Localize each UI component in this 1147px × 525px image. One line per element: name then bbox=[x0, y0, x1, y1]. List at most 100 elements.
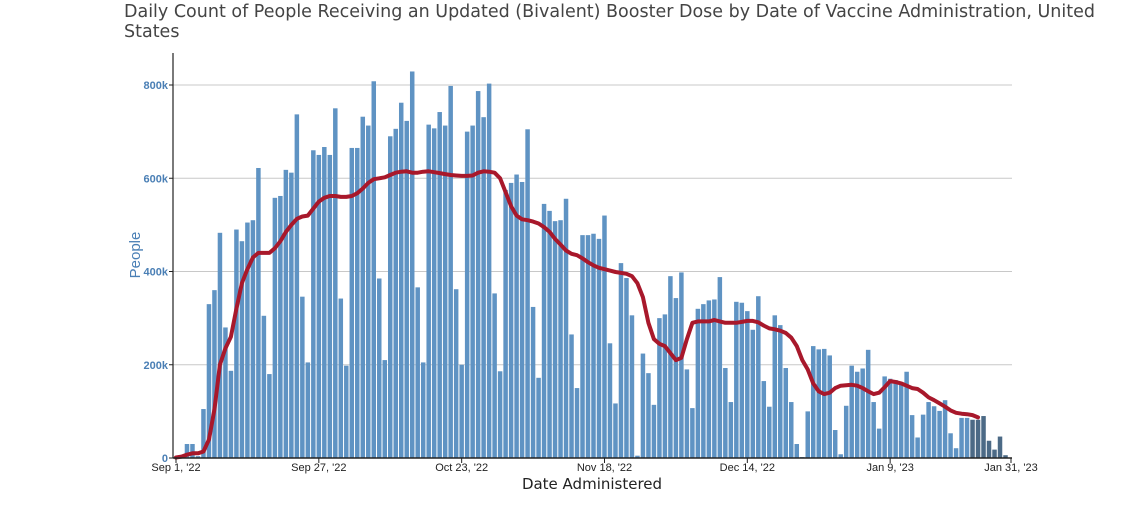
bar bbox=[316, 154, 322, 458]
bar bbox=[530, 306, 536, 458]
bar bbox=[305, 362, 311, 458]
bar bbox=[761, 381, 767, 458]
bar bbox=[849, 365, 854, 458]
bar bbox=[854, 371, 860, 458]
x-tick-label: Oct 23, '22 bbox=[435, 462, 488, 474]
bar bbox=[668, 276, 673, 458]
bar bbox=[195, 456, 201, 458]
bar bbox=[970, 419, 975, 458]
bar bbox=[624, 278, 629, 458]
bar bbox=[525, 129, 530, 458]
bar bbox=[404, 120, 409, 459]
bar bbox=[311, 150, 316, 458]
bar bbox=[574, 388, 580, 458]
bar bbox=[607, 343, 613, 458]
bar bbox=[701, 304, 706, 458]
bar bbox=[393, 128, 398, 458]
bar bbox=[272, 197, 278, 458]
bar bbox=[926, 402, 931, 458]
bar bbox=[459, 364, 464, 458]
bar bbox=[333, 108, 338, 458]
bar bbox=[267, 374, 272, 458]
bar bbox=[453, 289, 459, 458]
bar bbox=[981, 416, 986, 458]
bar bbox=[876, 428, 882, 458]
bar bbox=[327, 154, 333, 458]
y-tick-label: 800k bbox=[144, 80, 169, 92]
bar bbox=[431, 128, 437, 458]
y-tick-label: 0 bbox=[162, 453, 168, 465]
bar bbox=[190, 444, 195, 458]
bar bbox=[789, 402, 794, 458]
chart-title: Daily Count of People Receiving an Updat… bbox=[124, 2, 1095, 42]
x-tick-label: Jan 9, '23 bbox=[866, 462, 913, 474]
bar bbox=[234, 229, 239, 458]
bar bbox=[706, 300, 712, 458]
bar bbox=[580, 235, 585, 458]
bar bbox=[602, 215, 607, 458]
bar bbox=[387, 136, 393, 458]
bar bbox=[486, 83, 492, 458]
bar bbox=[201, 409, 206, 458]
bar bbox=[563, 198, 569, 458]
y-tick-label: 200k bbox=[144, 360, 169, 372]
daily-count-bars bbox=[173, 71, 1008, 459]
bar bbox=[322, 147, 327, 459]
bar bbox=[217, 232, 223, 458]
bar bbox=[904, 371, 909, 458]
bar bbox=[882, 376, 887, 458]
bar bbox=[591, 233, 596, 458]
bar bbox=[657, 318, 662, 458]
bar bbox=[377, 278, 382, 458]
bar bbox=[679, 272, 684, 458]
bar bbox=[349, 147, 355, 458]
bar bbox=[646, 373, 651, 458]
bar bbox=[382, 360, 387, 458]
bar bbox=[514, 174, 519, 458]
bar bbox=[783, 368, 789, 458]
bar bbox=[734, 301, 739, 458]
x-axis-label: Date Administered bbox=[522, 475, 662, 493]
y-axis-label: People bbox=[127, 232, 144, 279]
bar bbox=[997, 436, 1003, 458]
bar bbox=[953, 448, 959, 458]
y-axis-ticks: 0 200k 400k 600k 800k bbox=[144, 80, 173, 465]
bar bbox=[887, 378, 893, 458]
bar bbox=[470, 125, 475, 458]
bar bbox=[651, 404, 657, 458]
x-tick-label: Nov 18, '22 bbox=[577, 462, 632, 474]
bar bbox=[366, 125, 371, 458]
bar bbox=[283, 169, 289, 459]
bar bbox=[245, 222, 250, 458]
bar bbox=[816, 349, 821, 458]
bar bbox=[206, 304, 212, 458]
bar bbox=[228, 370, 234, 458]
bar bbox=[239, 241, 245, 458]
bar bbox=[371, 81, 377, 459]
bar bbox=[948, 433, 953, 458]
bar bbox=[420, 362, 426, 458]
bar bbox=[212, 290, 217, 458]
y-tick-label: 600k bbox=[144, 173, 169, 185]
bar bbox=[739, 302, 745, 458]
bar bbox=[481, 117, 486, 458]
bar bbox=[569, 334, 574, 458]
bar bbox=[261, 315, 267, 458]
bar bbox=[964, 417, 970, 458]
bar bbox=[745, 311, 750, 458]
bar bbox=[767, 406, 772, 458]
bar bbox=[871, 402, 876, 458]
bar bbox=[338, 298, 344, 458]
bar bbox=[695, 308, 701, 458]
bar bbox=[821, 348, 827, 458]
bar bbox=[843, 405, 849, 458]
bar bbox=[756, 296, 761, 458]
bar bbox=[464, 131, 470, 458]
bar bbox=[898, 384, 904, 458]
bar bbox=[541, 203, 547, 458]
bar bbox=[250, 220, 256, 458]
x-tick-label: Sep 1, '22 bbox=[151, 462, 200, 474]
bar bbox=[931, 406, 937, 458]
bar bbox=[508, 182, 514, 458]
